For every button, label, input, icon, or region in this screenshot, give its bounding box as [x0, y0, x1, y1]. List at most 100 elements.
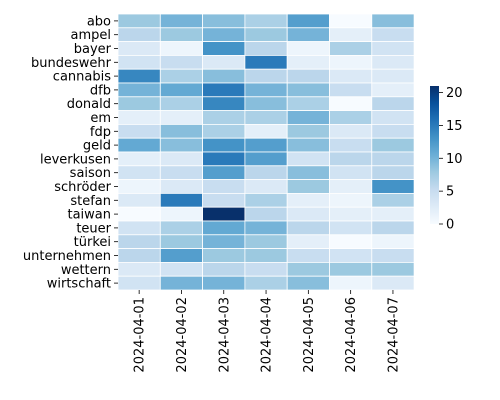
- heatmap-cell: [371, 179, 415, 194]
- y-tick-label: cannabis: [53, 70, 111, 85]
- heatmap-cell: [159, 27, 204, 42]
- heatmap-cell: [371, 206, 415, 222]
- heatmap-cell: [244, 55, 288, 70]
- heatmap-cell: [159, 55, 204, 70]
- heatmap-cell: [329, 261, 373, 277]
- heatmap-cell: [329, 248, 373, 263]
- x-tick-label: 2024-04-06: [344, 297, 359, 373]
- heatmap-cell: [286, 82, 330, 98]
- heatmap-cell: [329, 220, 373, 236]
- heatmap-cell: [371, 248, 415, 263]
- heatmap-cell: [329, 234, 373, 250]
- heatmap-cell: [159, 151, 204, 167]
- heatmap-cell: [371, 110, 415, 125]
- x-axis-tick-labels: 2024-04-01 2024-04-02 2024-04-03 2024-04-04…: [133, 290, 401, 373]
- heatmap-cell: [329, 275, 373, 291]
- heatmap-cell: [202, 220, 246, 236]
- heatmap-cell: [329, 206, 373, 222]
- heatmap-cell: [286, 261, 330, 277]
- y-tick-label: teuer: [76, 221, 111, 236]
- heatmap-cell: [244, 82, 288, 98]
- y-tick-label: saison: [70, 166, 111, 181]
- heatmap-cell: [371, 220, 415, 236]
- heatmap-cell: [202, 124, 246, 139]
- y-tick-label: wettern: [61, 263, 111, 278]
- y-tick-label: ampel: [71, 28, 112, 43]
- heatmap-cell: [371, 151, 415, 167]
- heatmap-cell: [159, 137, 204, 153]
- heatmap-cell: [329, 165, 373, 181]
- heatmap-cell: [286, 27, 330, 42]
- heatmap-cell: [244, 151, 288, 167]
- heatmap-cell: [117, 124, 161, 139]
- heatmap-cell: [244, 220, 288, 236]
- y-tick-label: bayer: [74, 42, 112, 57]
- colorbar-tick-label: 15: [446, 119, 463, 134]
- x-tick-label: 2024-04-02: [175, 297, 190, 373]
- heatmap-cell: [244, 137, 288, 153]
- heatmap-cell: [202, 41, 246, 56]
- colorbar-tick-label: 5: [446, 185, 454, 200]
- heatmap-cell: [286, 206, 330, 222]
- heatmap-cell: [159, 110, 204, 125]
- heatmap-cell: [371, 137, 415, 153]
- colorbar-tick-label: 10: [446, 152, 463, 167]
- heatmap-cell: [202, 110, 246, 125]
- heatmap-cell: [202, 68, 246, 84]
- heatmap-cell: [329, 82, 373, 98]
- heatmap-cell: [286, 13, 330, 29]
- heatmap-cell: [286, 110, 330, 125]
- heatmap-cell: [202, 55, 246, 70]
- heatmap-cell: [371, 96, 415, 112]
- heatmap-cell: [202, 165, 246, 181]
- heatmap-cell: [329, 13, 373, 29]
- heatmap-cell: [202, 248, 246, 263]
- heatmap-cell: [117, 13, 161, 29]
- heatmap-cell: [202, 82, 246, 98]
- y-tick-label: leverkusen: [40, 152, 111, 167]
- heatmap-cell: [117, 192, 161, 208]
- heatmap-cell: [329, 55, 373, 70]
- heatmap-cell: [117, 234, 161, 250]
- heatmap-cell: [159, 275, 204, 291]
- heatmap-cell: [286, 96, 330, 112]
- y-tick-label: bundeswehr: [31, 56, 112, 71]
- heatmap-cell: [159, 261, 204, 277]
- heatmap-cell: [286, 234, 330, 250]
- heatmap-cell: [286, 220, 330, 236]
- heatmap-cell: [117, 41, 161, 56]
- heatmap-cell: [329, 192, 373, 208]
- y-tick-label: wirtschaft: [47, 277, 111, 292]
- heatmap-cell: [244, 234, 288, 250]
- heatmap-cell: [286, 248, 330, 263]
- x-tick-label: 2024-04-01: [133, 297, 148, 373]
- heatmap-cell: [159, 248, 204, 263]
- x-tick-label: 2024-04-04: [260, 297, 275, 373]
- heatmap-cell: [244, 179, 288, 194]
- heatmap-cell: [244, 110, 288, 125]
- heatmap-cell: [202, 27, 246, 42]
- y-tick-label: türkei: [74, 235, 111, 250]
- heatmap-cell: [329, 151, 373, 167]
- y-tick-label: abo: [87, 14, 111, 29]
- heatmap-cell: [329, 41, 373, 56]
- heatmap-cell: [371, 275, 415, 291]
- heatmap-cell: [244, 27, 288, 42]
- heatmap-cell: [117, 110, 161, 125]
- heatmap-cell: [159, 220, 204, 236]
- heatmap-cell: [117, 248, 161, 263]
- heatmap-cell: [117, 165, 161, 181]
- heatmap-cell: [159, 68, 204, 84]
- heatmap-cell: [159, 206, 204, 222]
- heatmap-cell: [117, 27, 161, 42]
- y-tick-label: donald: [67, 97, 111, 112]
- heatmap-cell: [159, 192, 204, 208]
- heatmap-cell: [371, 124, 415, 139]
- heatmap-cell: [117, 68, 161, 84]
- heatmap-cell: [117, 179, 161, 194]
- y-tick-label: geld: [83, 139, 111, 154]
- heatmap-cell: [371, 165, 415, 181]
- heatmap-cell: [202, 137, 246, 153]
- heatmap-cell: [202, 96, 246, 112]
